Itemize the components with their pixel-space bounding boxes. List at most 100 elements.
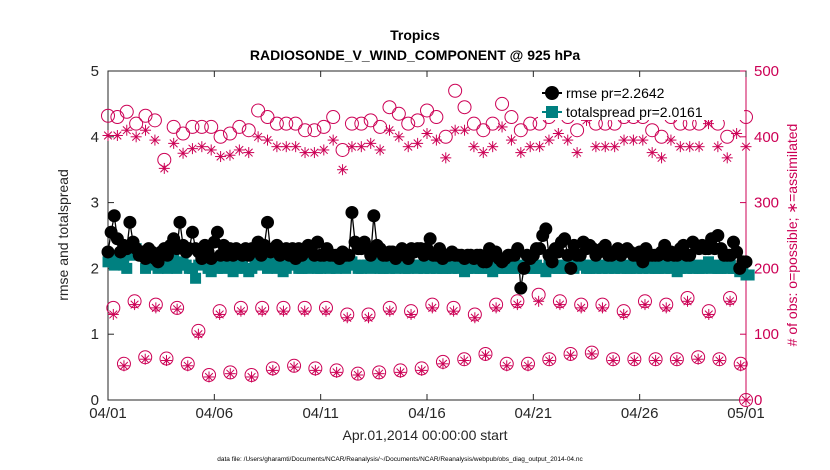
obs-assimilated-marker (224, 149, 236, 161)
rmse-point (539, 222, 553, 236)
obs-assimilated-marker (671, 355, 683, 367)
obs-assimilated-marker (246, 371, 258, 383)
totalspread-point (205, 266, 217, 278)
totalspread-point (365, 262, 377, 274)
obs-assimilated-marker (575, 302, 587, 314)
totalspread-point (186, 262, 198, 274)
obs-assimilated-marker (618, 308, 630, 320)
obs-assimilated-marker (609, 141, 621, 153)
obs-assimilated-marker (713, 355, 725, 367)
totalspread-point (224, 259, 236, 271)
obs-assimilated-marker (650, 355, 662, 367)
totalspread-point (105, 253, 117, 265)
obs-possible-marker (176, 126, 191, 141)
rmse-point (151, 255, 165, 269)
obs-assimilated-marker (637, 134, 649, 146)
obs-assimilated-marker (111, 129, 123, 141)
obs-assimilated-marker (543, 134, 555, 146)
rmse-point (210, 225, 224, 239)
obs-assimilated-marker (352, 369, 364, 381)
rmse-point (517, 261, 531, 275)
obs-possible-marker (476, 123, 491, 138)
legend-totalspread-marker (546, 106, 558, 118)
totalspread-point (190, 272, 202, 284)
obs-possible-marker (344, 116, 359, 131)
obs-possible-marker (241, 123, 256, 138)
right-y-tick-label: 0 (754, 392, 762, 409)
obs-assimilated-marker (449, 124, 461, 136)
obs-assimilated-marker (524, 141, 536, 153)
rmse-point (101, 245, 115, 259)
obs-assimilated-marker (721, 152, 733, 164)
rmse-point (342, 248, 356, 262)
obs-possible-marker (147, 113, 162, 128)
left-y-tick-label: 3 (91, 195, 99, 212)
x-tick-label: 04/06 (196, 405, 234, 422)
obs-assimilated-marker (402, 141, 414, 153)
totalspread-point (702, 256, 714, 268)
rmse-point (345, 205, 359, 219)
obs-assimilated-marker (421, 128, 433, 140)
chart-title: Tropics (390, 27, 440, 43)
obs-assimilated-marker (469, 312, 481, 324)
line-markers (101, 205, 755, 295)
totalspread-point (455, 259, 467, 271)
rmse-point (558, 232, 572, 246)
obs-assimilated-marker (515, 147, 527, 159)
obs-assimilated-marker (505, 134, 517, 146)
obs-assimilated-marker (150, 302, 162, 314)
obs-assimilated-marker (139, 353, 151, 365)
rmse-point (511, 242, 525, 256)
obs-possible-marker (204, 119, 219, 134)
obs-assimilated-marker (693, 141, 705, 153)
obs-possible-marker (260, 110, 275, 125)
obs-assimilated-marker (702, 118, 714, 130)
rmse-point (261, 215, 274, 229)
rmse-point (367, 209, 381, 223)
obs-assimilated-marker (665, 134, 677, 146)
obs-assimilated-marker (277, 305, 289, 317)
obs-assimilated-marker (290, 141, 302, 153)
obs-assimilated-marker (129, 299, 141, 311)
obs-possible-marker (232, 119, 247, 134)
rmse-point (107, 209, 121, 223)
obs-assimilated-marker (233, 144, 245, 156)
totalspread-point (668, 259, 680, 271)
obs-assimilated-marker (459, 124, 471, 136)
obs-possible-marker (269, 116, 284, 131)
obs-possible-marker (138, 108, 153, 123)
obs-assimilated-marker (196, 141, 208, 153)
obs-possible-marker (739, 393, 753, 407)
obs-assimilated-marker (543, 355, 555, 367)
obs-count-markers (101, 80, 753, 407)
rmse-point (730, 245, 744, 259)
obs-assimilated-marker (171, 303, 183, 315)
legend-rmse-marker (545, 86, 559, 100)
chart-subtitle: RADIOSONDE_V_WIND_COMPONENT @ 925 hPa (250, 47, 580, 63)
rmse-point (167, 232, 181, 246)
obs-assimilated-marker (365, 137, 377, 149)
totalspread-point (218, 262, 230, 274)
obs-assimilated-marker (534, 141, 546, 153)
x-tick-label: 04/01 (89, 405, 127, 422)
y-axis-label: rmse and totalspread (55, 169, 71, 301)
totalspread-point (121, 262, 133, 274)
obs-assimilated-marker (674, 141, 686, 153)
obs-assimilated-marker (205, 144, 217, 156)
obs-possible-marker (251, 103, 266, 118)
x-tick-label: 04/26 (621, 405, 659, 422)
x-tick-label: 05/01 (727, 405, 765, 422)
legend-rmse-label: rmse pr=2.2642 (566, 85, 665, 101)
obs-assimilated-marker (224, 368, 236, 380)
totalspread-point (161, 262, 173, 274)
totalspread-point (274, 259, 286, 271)
obs-possible-marker (307, 123, 322, 138)
obs-possible-marker (420, 103, 434, 118)
obs-possible-marker (288, 116, 303, 131)
obs-assimilated-marker (393, 131, 405, 143)
obs-assimilated-marker (487, 141, 499, 153)
obs-assimilated-marker (479, 349, 491, 361)
obs-assimilated-marker (130, 131, 142, 143)
obs-assimilated-marker (177, 147, 189, 159)
obs-assimilated-marker (235, 305, 247, 317)
